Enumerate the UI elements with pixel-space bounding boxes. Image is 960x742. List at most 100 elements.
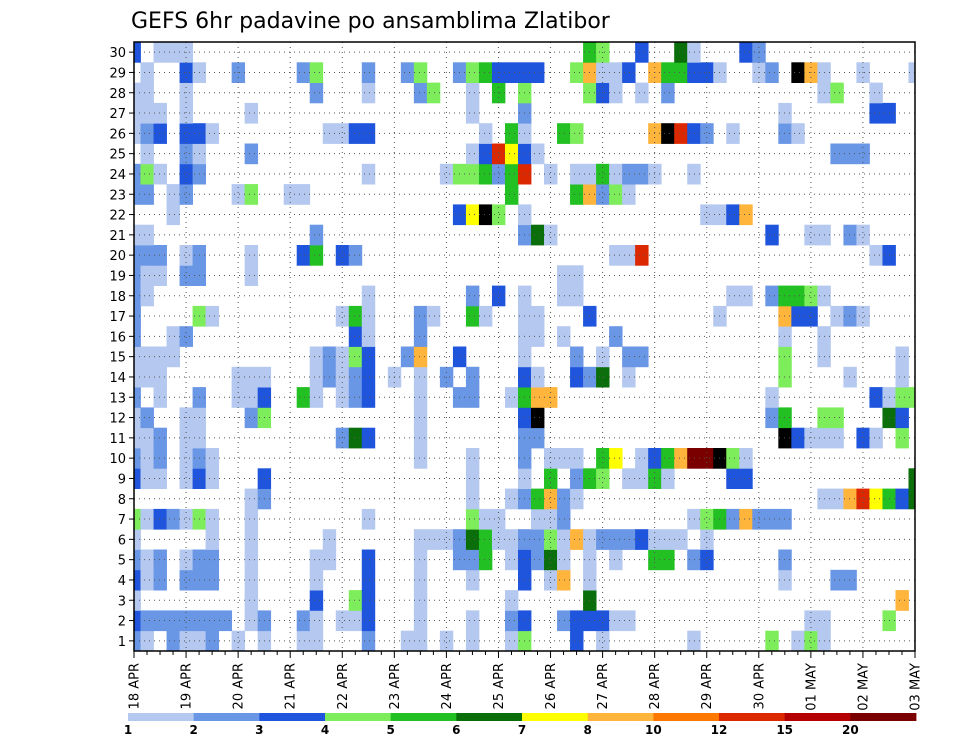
heatmap-cell	[348, 610, 363, 632]
heatmap-cell	[765, 508, 779, 530]
x-tick-label: 27 APR	[596, 663, 611, 709]
heatmap-cell	[869, 102, 883, 124]
heatmap-cell	[166, 184, 180, 205]
heatmap-cell	[134, 285, 141, 307]
heatmap-cell	[700, 529, 714, 550]
heatmap-cell	[661, 123, 675, 144]
heatmap-cell	[179, 610, 193, 632]
x-tick-label: 25 APR	[492, 663, 507, 709]
heatmap-cell	[895, 366, 909, 388]
heatmap-cell	[895, 427, 909, 449]
heatmap-cell	[504, 387, 519, 408]
heatmap-cell	[557, 569, 571, 591]
heatmap-cell	[244, 529, 259, 550]
heatmap-cell	[348, 123, 363, 144]
heatmap-cell	[465, 448, 480, 469]
heatmap-cell	[739, 448, 753, 469]
heatmap-cell	[557, 610, 571, 632]
heatmap-cell	[778, 123, 792, 144]
heatmap-cell	[244, 387, 259, 408]
heatmap-cell	[335, 305, 350, 327]
heatmap-cell	[609, 184, 623, 205]
heatmap-cell	[413, 387, 428, 408]
colorbar-swatch	[193, 713, 260, 721]
heatmap-cell	[570, 62, 584, 83]
colorbar-swatch	[850, 713, 917, 721]
heatmap-cell	[140, 245, 154, 266]
heatmap-cell	[134, 102, 141, 124]
colorbar-label: 15	[776, 723, 793, 737]
x-tick-label: 28 APR	[648, 663, 663, 709]
heatmap-cell	[309, 630, 324, 652]
colorbar-label: 5	[386, 723, 394, 737]
y-tick-label: 10	[109, 452, 126, 467]
heatmap-cell	[491, 163, 506, 185]
heatmap-cell	[765, 630, 779, 652]
heatmap-cell	[361, 610, 376, 632]
heatmap-cell	[544, 569, 558, 591]
heatmap-cell	[504, 630, 519, 652]
heatmap-cell	[465, 508, 480, 530]
heatmap-cell	[661, 468, 675, 489]
heatmap-cell	[465, 62, 480, 83]
heatmap-cell	[465, 468, 480, 489]
heatmap-cell	[687, 448, 701, 469]
heatmap-cell	[309, 549, 324, 571]
colorbar-label: 10	[645, 723, 662, 737]
heatmap-cell	[478, 123, 493, 144]
heatmap-cell	[661, 549, 675, 571]
heatmap-cell	[700, 549, 714, 571]
heatmap-cell	[622, 163, 636, 185]
heatmap-cell	[596, 468, 610, 489]
x-tick-label: 20 APR	[232, 663, 247, 709]
heatmap-cell	[622, 610, 636, 632]
heatmap-cell	[134, 265, 141, 286]
heatmap-cell	[504, 488, 519, 510]
heatmap-cell	[140, 569, 154, 591]
heatmap-cell	[140, 508, 154, 530]
heatmap-cell	[557, 265, 571, 286]
heatmap-cell	[166, 346, 180, 368]
heatmap-cell	[361, 123, 376, 144]
heatmap-cell	[739, 204, 753, 226]
heatmap-cell	[557, 549, 571, 571]
heatmap-cell	[361, 82, 376, 104]
heatmap-cell	[179, 508, 193, 530]
heatmap-cell	[778, 285, 792, 307]
heatmap-cell	[778, 549, 792, 571]
heatmap-cell	[465, 163, 480, 185]
heatmap-cell	[791, 305, 805, 327]
x-tick-label: 24 APR	[440, 663, 455, 709]
heatmap-cell	[765, 62, 779, 83]
heatmap-cell	[544, 224, 558, 246]
heatmap-cell	[504, 143, 519, 165]
heatmap-cell	[134, 468, 141, 489]
colorbar-swatch	[456, 713, 523, 721]
heatmap-cell	[465, 488, 480, 510]
heatmap-cell	[856, 488, 870, 510]
heatmap-cell	[361, 569, 376, 591]
heatmap-cell	[778, 326, 792, 347]
heatmap-cell	[700, 204, 714, 226]
y-tick-label: 7	[118, 513, 126, 528]
colorbar-swatch	[522, 713, 589, 721]
heatmap-cell	[478, 143, 493, 165]
heatmap-cell	[465, 204, 480, 226]
heatmap-cell	[622, 245, 636, 266]
heatmap-cell	[244, 102, 259, 124]
y-tick-label: 13	[109, 391, 126, 406]
heatmap-cell	[140, 448, 154, 469]
heatmap-cell	[134, 346, 141, 368]
heatmap-cell	[140, 265, 154, 286]
heatmap-cell	[622, 346, 636, 368]
heatmap-cell	[205, 610, 220, 632]
heatmap-cell	[465, 102, 480, 124]
heatmap-cell	[570, 630, 584, 652]
heatmap-cell	[413, 62, 428, 83]
colorbar-swatch	[128, 713, 195, 721]
y-tick-label: 3	[118, 594, 126, 609]
heatmap-cell	[140, 468, 154, 489]
y-tick-label: 19	[109, 269, 126, 284]
heatmap-cell	[205, 529, 220, 550]
